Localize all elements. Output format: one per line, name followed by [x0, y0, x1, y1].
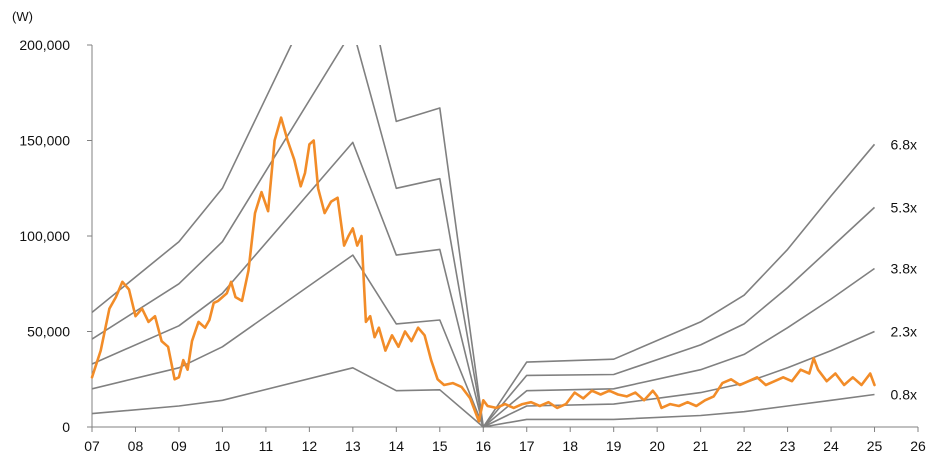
band-line-5-3x — [92, 45, 876, 428]
band-line-2-3x — [92, 254, 875, 428]
band-label-0-8x: 0.8x — [891, 387, 917, 403]
y-tick-label: 200,000 — [19, 37, 70, 53]
y-tick-label: 0 — [62, 419, 70, 435]
y-tick-label: 50,000 — [27, 324, 70, 340]
price-series — [90, 116, 876, 423]
band-line-3-8x — [92, 141, 875, 428]
x-tick-label: 15 — [432, 438, 448, 454]
band-line-6-8x — [92, 45, 876, 428]
x-tick-label: 07 — [84, 438, 100, 454]
band-label-5-3x: 5.3x — [891, 199, 917, 215]
band-label-6-8x: 6.8x — [891, 136, 917, 152]
x-tick-label: 09 — [171, 438, 187, 454]
y-tick-label: 100,000 — [19, 228, 70, 244]
x-tick-label: 10 — [215, 438, 231, 454]
x-tick-label: 23 — [780, 438, 796, 454]
y-axis: 0 50,000 100,000 150,000 200,000 — [19, 37, 93, 435]
x-tick-label: 16 — [475, 438, 491, 454]
x-tick-label: 21 — [693, 438, 709, 454]
pbr-band-labels: 0.8x 2.3x 3.8x 5.3x 6.8x — [891, 136, 917, 402]
x-tick-label: 18 — [562, 438, 578, 454]
x-tick-label: 20 — [649, 438, 665, 454]
x-tick-label: 19 — [606, 438, 622, 454]
x-tick-label: 24 — [823, 438, 839, 454]
band-label-2-3x: 2.3x — [891, 324, 917, 340]
x-tick-label: 22 — [736, 438, 752, 454]
band-line-0-8x — [92, 367, 875, 428]
band-label-3-8x: 3.8x — [891, 260, 917, 276]
x-tick-label: 08 — [128, 438, 144, 454]
x-tick-label: 17 — [519, 438, 535, 454]
x-tick-label: 13 — [345, 438, 361, 454]
y-unit-label: (W) — [12, 9, 33, 24]
pbr-band-lines — [92, 45, 876, 428]
x-tick-label: 11 — [259, 438, 274, 454]
x-axis: 07 08 09 10 11 12 13 14 15 16 17 18 19 20 21 22 23 24 25 26 — [84, 426, 926, 454]
x-tick-label: 14 — [389, 438, 405, 454]
price-line — [90, 116, 876, 423]
x-tick-label: 26 — [910, 438, 926, 454]
x-tick-label: 12 — [302, 438, 318, 454]
x-tick-label: 25 — [867, 438, 883, 454]
y-tick-label: 150,000 — [19, 133, 70, 149]
